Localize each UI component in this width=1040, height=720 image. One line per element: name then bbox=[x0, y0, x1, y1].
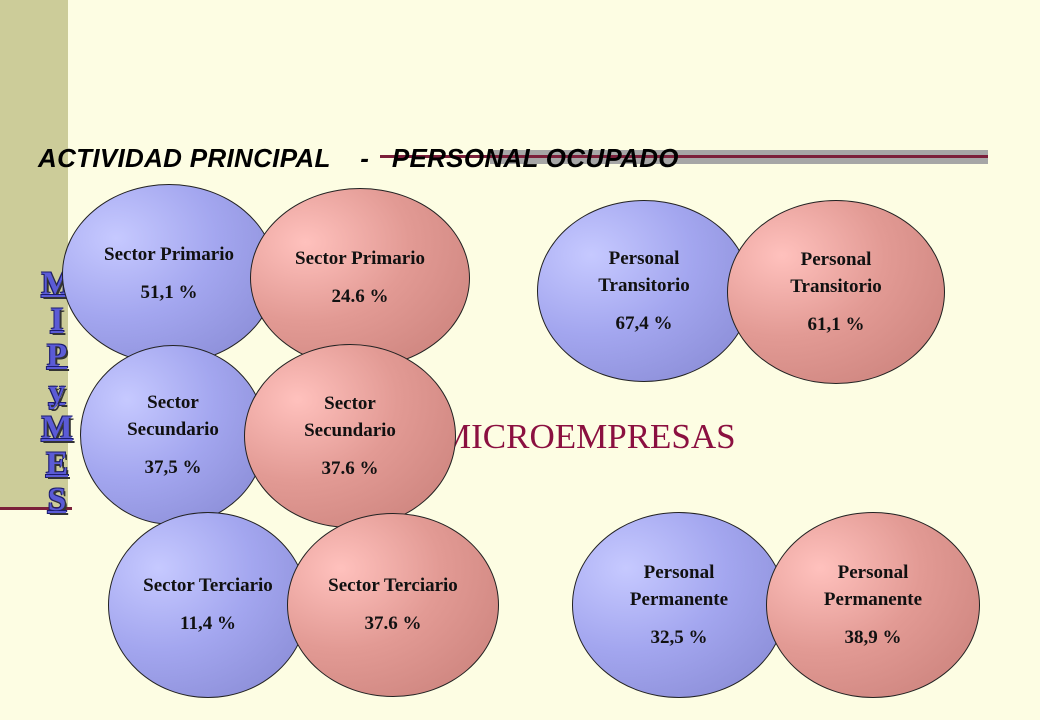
ellipse-value: 24.6 % bbox=[331, 286, 389, 307]
ellipse-label: Sector Secundario bbox=[304, 392, 396, 442]
sector-secundario-mipymes-ellipse: Sector Secundario 37,5 % bbox=[80, 345, 266, 525]
ellipse-value: 37.6 % bbox=[321, 457, 379, 479]
left-sidebar-band bbox=[0, 0, 68, 508]
vertical-letter: I bbox=[50, 302, 64, 338]
ellipse-value: 32,5 % bbox=[650, 626, 708, 648]
personal-transitorio-mipymes-ellipse: Personal Transitorio 67,4 % bbox=[537, 200, 751, 382]
ellipse-label: Sector Primario bbox=[104, 244, 234, 266]
vertical-letter: M bbox=[41, 410, 73, 446]
personal-transitorio-micro-ellipse: Personal Transitorio 61,1 % bbox=[727, 200, 945, 384]
vertical-letter: P bbox=[46, 338, 68, 374]
sector-terciario-mipymes-ellipse: Sector Terciario 11,4 % bbox=[108, 512, 308, 698]
vertical-letter: y bbox=[48, 374, 66, 410]
ellipse-value: 67,4 % bbox=[615, 312, 673, 334]
ellipse-label: Personal Permanente bbox=[823, 561, 923, 611]
ellipse-value: 51,1 % bbox=[140, 282, 198, 303]
ellipse-label: Sector Terciario bbox=[328, 575, 458, 597]
ellipse-label: Sector Primario bbox=[295, 248, 425, 270]
personal-permanente-micro-ellipse: Personal Permanente 38,9 % bbox=[766, 512, 980, 698]
ellipse-label: Sector Terciario bbox=[143, 575, 273, 597]
vertical-letter: E bbox=[45, 446, 68, 482]
sector-secundario-micro-ellipse: Sector Secundario 37.6 % bbox=[244, 344, 456, 528]
ellipse-label: Sector Secundario bbox=[127, 391, 219, 441]
ellipse-label: Personal Transitorio bbox=[598, 247, 690, 297]
ellipse-value: 38,9 % bbox=[844, 626, 902, 648]
ellipse-value: 61,1 % bbox=[807, 313, 865, 335]
ellipse-label: Personal Transitorio bbox=[790, 248, 882, 298]
ellipse-value: 37.6 % bbox=[364, 613, 422, 634]
sector-primario-micro-ellipse: Sector Primario 24.6 % bbox=[250, 188, 470, 368]
ellipse-value: 37,5 % bbox=[144, 456, 202, 478]
ellipse-label: Personal Permanente bbox=[629, 561, 729, 611]
microempresas-label: MICROEMPRESAS bbox=[440, 417, 736, 456]
vertical-mipymes-label: M I P y M E S bbox=[36, 266, 78, 518]
ellipse-value: 11,4 % bbox=[180, 613, 236, 634]
personal-permanente-mipymes-ellipse: Personal Permanente 32,5 % bbox=[572, 512, 786, 698]
sidebar-underline bbox=[0, 507, 72, 510]
sector-primario-mipymes-ellipse: Sector Primario 51,1 % bbox=[62, 184, 276, 364]
page-title: ACTIVIDAD PRINCIPAL - PERSONAL OCUPADO bbox=[38, 143, 679, 173]
title-red-line bbox=[380, 155, 988, 158]
sector-terciario-micro-ellipse: Sector Terciario 37.6 % bbox=[287, 513, 499, 697]
vertical-letter: S bbox=[47, 482, 67, 518]
